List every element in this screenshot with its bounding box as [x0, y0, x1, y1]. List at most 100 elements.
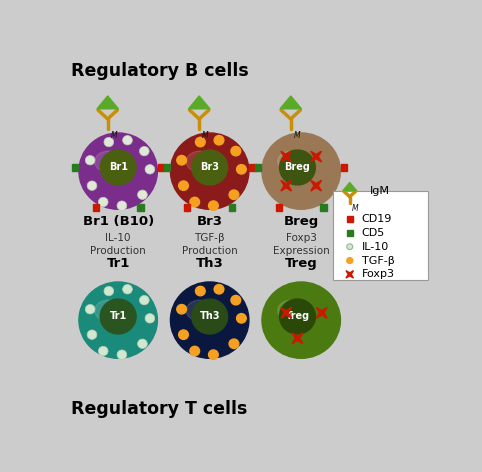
Circle shape — [347, 244, 353, 250]
Circle shape — [231, 295, 241, 305]
FancyBboxPatch shape — [184, 204, 190, 211]
FancyBboxPatch shape — [347, 216, 353, 222]
Text: CD19: CD19 — [362, 214, 392, 224]
Circle shape — [117, 350, 127, 359]
FancyBboxPatch shape — [333, 191, 428, 280]
Text: TGF-β
Production: TGF-β Production — [182, 233, 238, 256]
Text: CD5: CD5 — [362, 228, 385, 238]
Ellipse shape — [94, 151, 122, 172]
Polygon shape — [281, 151, 292, 162]
Text: M: M — [111, 131, 117, 140]
Circle shape — [229, 190, 239, 200]
Circle shape — [196, 287, 205, 296]
Circle shape — [104, 137, 114, 147]
Circle shape — [237, 313, 246, 323]
Circle shape — [179, 181, 188, 190]
Circle shape — [122, 285, 133, 294]
FancyBboxPatch shape — [72, 164, 79, 170]
Polygon shape — [311, 151, 321, 162]
Polygon shape — [316, 308, 327, 318]
Polygon shape — [346, 270, 353, 278]
Text: Treg: Treg — [285, 312, 309, 321]
FancyBboxPatch shape — [347, 230, 353, 236]
Ellipse shape — [94, 300, 122, 321]
Circle shape — [98, 197, 108, 207]
Circle shape — [100, 299, 136, 334]
Text: Br1 (B10): Br1 (B10) — [82, 215, 154, 228]
Circle shape — [87, 181, 97, 190]
Circle shape — [209, 201, 218, 211]
Circle shape — [100, 150, 136, 185]
Circle shape — [171, 133, 249, 209]
Ellipse shape — [278, 300, 305, 321]
Circle shape — [145, 313, 155, 323]
Circle shape — [192, 299, 228, 334]
Circle shape — [347, 258, 353, 263]
Text: Br3: Br3 — [197, 215, 223, 228]
Circle shape — [79, 282, 157, 358]
Circle shape — [214, 135, 224, 145]
Circle shape — [237, 165, 246, 174]
FancyBboxPatch shape — [93, 204, 99, 211]
FancyBboxPatch shape — [158, 164, 164, 170]
Text: IgM: IgM — [370, 186, 390, 196]
Text: Breg: Breg — [284, 162, 310, 172]
Circle shape — [85, 155, 95, 165]
Text: M: M — [202, 131, 209, 140]
Ellipse shape — [278, 151, 305, 172]
Circle shape — [171, 282, 249, 358]
Circle shape — [280, 299, 315, 334]
Circle shape — [196, 137, 205, 147]
Circle shape — [229, 339, 239, 348]
Circle shape — [104, 287, 114, 296]
Circle shape — [209, 350, 218, 359]
Text: Foxp3: Foxp3 — [362, 270, 395, 279]
Text: M: M — [352, 204, 358, 213]
Text: Breg: Breg — [283, 215, 319, 228]
Circle shape — [177, 304, 187, 314]
Circle shape — [122, 135, 133, 145]
FancyBboxPatch shape — [341, 164, 348, 170]
Circle shape — [214, 285, 224, 294]
Circle shape — [85, 304, 95, 314]
Text: Br1: Br1 — [108, 162, 128, 172]
Circle shape — [190, 197, 200, 207]
Text: Regulatory T cells: Regulatory T cells — [71, 400, 248, 418]
Text: Th3: Th3 — [196, 257, 224, 270]
Text: Br3: Br3 — [200, 162, 219, 172]
Circle shape — [192, 150, 228, 185]
Circle shape — [179, 330, 188, 339]
Text: IL-10
Production: IL-10 Production — [90, 233, 146, 256]
Circle shape — [117, 201, 127, 211]
Circle shape — [79, 133, 157, 209]
Polygon shape — [97, 96, 119, 109]
Circle shape — [137, 190, 147, 200]
FancyBboxPatch shape — [255, 164, 261, 170]
Circle shape — [137, 339, 147, 348]
Polygon shape — [311, 180, 321, 191]
Text: Th3: Th3 — [200, 312, 220, 321]
Polygon shape — [343, 183, 356, 190]
FancyBboxPatch shape — [250, 164, 256, 170]
Text: Treg: Treg — [285, 257, 318, 270]
Text: Tr1: Tr1 — [109, 312, 127, 321]
Text: Foxp3
Expression: Foxp3 Expression — [273, 233, 330, 256]
Circle shape — [98, 346, 108, 356]
Text: IL-10: IL-10 — [362, 242, 389, 252]
Text: Regulatory B cells: Regulatory B cells — [71, 62, 249, 80]
FancyBboxPatch shape — [276, 204, 282, 211]
Circle shape — [190, 346, 200, 356]
Circle shape — [139, 146, 149, 156]
Polygon shape — [281, 308, 292, 318]
FancyBboxPatch shape — [229, 204, 235, 211]
Text: TGF-β: TGF-β — [362, 255, 394, 266]
Circle shape — [280, 150, 315, 185]
Text: Tr1: Tr1 — [107, 257, 130, 270]
FancyBboxPatch shape — [163, 164, 170, 170]
Circle shape — [139, 295, 149, 305]
Ellipse shape — [186, 300, 214, 321]
Ellipse shape — [186, 151, 214, 172]
Text: M: M — [294, 131, 300, 140]
Circle shape — [177, 155, 187, 165]
Circle shape — [145, 165, 155, 174]
